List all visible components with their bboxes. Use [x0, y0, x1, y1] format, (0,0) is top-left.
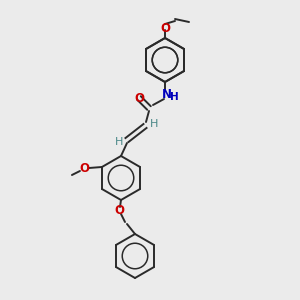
Text: O: O — [160, 22, 170, 34]
Text: H: H — [150, 119, 158, 129]
Text: O: O — [114, 203, 124, 217]
Text: H: H — [169, 92, 178, 102]
Text: N: N — [162, 88, 172, 100]
Text: O: O — [134, 92, 144, 104]
Text: O: O — [79, 163, 89, 176]
Text: H: H — [115, 137, 123, 147]
